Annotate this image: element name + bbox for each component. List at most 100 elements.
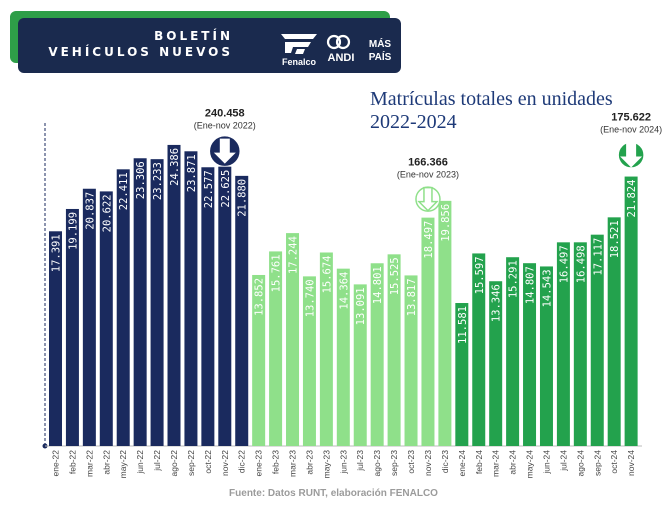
andi-logo: ANDI xyxy=(326,34,355,64)
category-label-oct-24: oct-24 xyxy=(609,450,619,474)
bar-jul-22 xyxy=(150,159,164,446)
category-label-feb-24: feb-24 xyxy=(474,450,484,474)
bar-abr-23 xyxy=(302,276,316,446)
value-label-mar-23: 17.244 xyxy=(288,236,300,274)
bar-ene-24 xyxy=(455,303,469,446)
category-label-ago-24: ago-24 xyxy=(575,450,585,477)
annotation-total-2022: 240.458 xyxy=(205,108,245,120)
bar-feb-24 xyxy=(472,253,486,446)
value-label-abr-22: 20.622 xyxy=(101,194,113,232)
bar-sep-23 xyxy=(387,254,401,446)
value-label-oct-24: 18.521 xyxy=(609,220,621,258)
value-label-may-24: 14.807 xyxy=(525,266,537,304)
value-label-sep-24: 17.117 xyxy=(592,238,604,276)
value-label-mar-24: 13.346 xyxy=(491,284,503,322)
bar-feb-23 xyxy=(269,251,283,446)
category-label-mar-23: mar-23 xyxy=(288,450,298,477)
bar-mar-22 xyxy=(82,188,96,446)
value-label-dic-23: 19.856 xyxy=(440,204,452,242)
category-label-may-22: may-22 xyxy=(118,450,128,479)
annotation-total-2024: 175.622 xyxy=(611,112,651,124)
value-label-jul-23: 13.091 xyxy=(355,287,367,325)
bar-ene-22 xyxy=(49,231,62,446)
svg-text:PAÍS: PAÍS xyxy=(369,50,392,63)
fenalco-logo: Fenalco xyxy=(281,34,317,67)
category-label-nov-22: nov-22 xyxy=(220,450,230,476)
chart-title-line1: Matrículas totales en unidades xyxy=(370,88,613,110)
category-label-mar-22: mar-22 xyxy=(84,450,94,477)
bar-dic-22 xyxy=(235,175,249,446)
category-label-abr-24: abr-24 xyxy=(508,450,518,475)
bar-jun-23 xyxy=(336,268,350,446)
category-label-may-23: may-23 xyxy=(321,450,331,479)
bar-ene-23 xyxy=(252,274,266,446)
category-label-jul-22: jul-22 xyxy=(152,450,162,472)
annotation-period-2023: (Ene-nov 2023) xyxy=(397,170,459,180)
bar-jun-24 xyxy=(539,266,553,446)
bar-abr-22 xyxy=(99,191,113,446)
bar-ago-22 xyxy=(167,144,181,446)
value-label-jul-22: 23.233 xyxy=(152,162,164,200)
category-label-ene-24: ene-24 xyxy=(457,450,467,477)
value-label-ene-24: 11.581 xyxy=(457,306,469,344)
mas-pais-logo: MÁS PAÍS xyxy=(369,37,392,63)
value-label-dic-22: 21.880 xyxy=(237,179,249,217)
category-label-dic-23: dic-23 xyxy=(440,450,450,473)
value-label-ago-23: 14.801 xyxy=(372,266,384,304)
category-label-oct-23: oct-23 xyxy=(406,450,416,474)
bar-nov-23 xyxy=(421,217,435,446)
value-label-nov-22: 22.625 xyxy=(220,170,232,208)
value-label-oct-22: 22.577 xyxy=(203,170,215,208)
value-label-feb-22: 19.199 xyxy=(67,212,79,250)
category-label-may-24: may-24 xyxy=(525,450,535,479)
chart-title: Matrículas totales en unidades 2022-2024 xyxy=(370,88,613,134)
bar-may-22 xyxy=(116,169,130,446)
annotation-period-2024: (Ene-nov 2024) xyxy=(600,125,662,135)
value-label-ago-24: 16.498 xyxy=(575,245,587,283)
value-label-ene-23: 13.852 xyxy=(254,278,266,316)
category-label-abr-22: abr-22 xyxy=(101,450,111,475)
category-label-oct-22: oct-22 xyxy=(203,450,213,474)
value-label-ago-22: 24.386 xyxy=(169,148,181,186)
bulletin-subtitle: VEHÍCULOS NUEVOS xyxy=(48,45,233,59)
bar-dic-23 xyxy=(438,200,452,446)
annotation-period-2022: (Ene-nov 2022) xyxy=(194,121,256,131)
value-label-feb-24: 15.597 xyxy=(474,256,486,294)
value-label-may-23: 15.674 xyxy=(321,255,333,293)
category-label-sep-24: sep-24 xyxy=(592,450,602,476)
bar-nov-24 xyxy=(624,176,638,446)
bar-may-23 xyxy=(319,252,333,446)
bar-ago-23 xyxy=(370,263,384,446)
value-label-abr-24: 15.291 xyxy=(508,260,520,298)
category-label-sep-23: sep-23 xyxy=(389,450,399,476)
svg-text:ANDI: ANDI xyxy=(328,52,355,64)
down-arrow-icon xyxy=(417,186,439,212)
svg-text:Fenalco: Fenalco xyxy=(282,57,317,67)
category-label-ene-23: ene-23 xyxy=(254,450,264,477)
value-label-abr-23: 13.740 xyxy=(304,279,316,317)
source-note: Fuente: Datos RUNT, elaboración FENALCO xyxy=(229,488,438,499)
bar-sep-24 xyxy=(590,234,604,446)
bar-jul-23 xyxy=(353,284,367,446)
chart-title-line2: 2022-2024 xyxy=(370,111,457,133)
category-label-nov-24: nov-24 xyxy=(626,450,636,476)
category-label-ago-22: ago-22 xyxy=(169,450,179,477)
value-label-mar-22: 20.837 xyxy=(84,192,96,230)
category-label-jun-22: jun-22 xyxy=(135,450,145,475)
value-label-may-22: 22.411 xyxy=(118,172,130,210)
down-arrow-icon xyxy=(213,138,236,164)
bar-mar-23 xyxy=(286,233,300,446)
bar-sep-22 xyxy=(184,151,198,446)
category-label-sep-22: sep-22 xyxy=(186,450,196,476)
bar-mar-24 xyxy=(489,281,503,446)
annotation-total-2023: 166.366 xyxy=(408,157,448,169)
category-label-jul-23: jul-23 xyxy=(355,450,365,472)
bar-abr-24 xyxy=(506,257,520,446)
category-label-feb-23: feb-23 xyxy=(271,450,281,474)
value-label-oct-23: 13.817 xyxy=(406,278,418,316)
bar-feb-22 xyxy=(65,208,79,446)
category-label-mar-24: mar-24 xyxy=(491,450,501,477)
bar-jun-22 xyxy=(133,158,147,446)
bar-may-24 xyxy=(523,263,537,446)
